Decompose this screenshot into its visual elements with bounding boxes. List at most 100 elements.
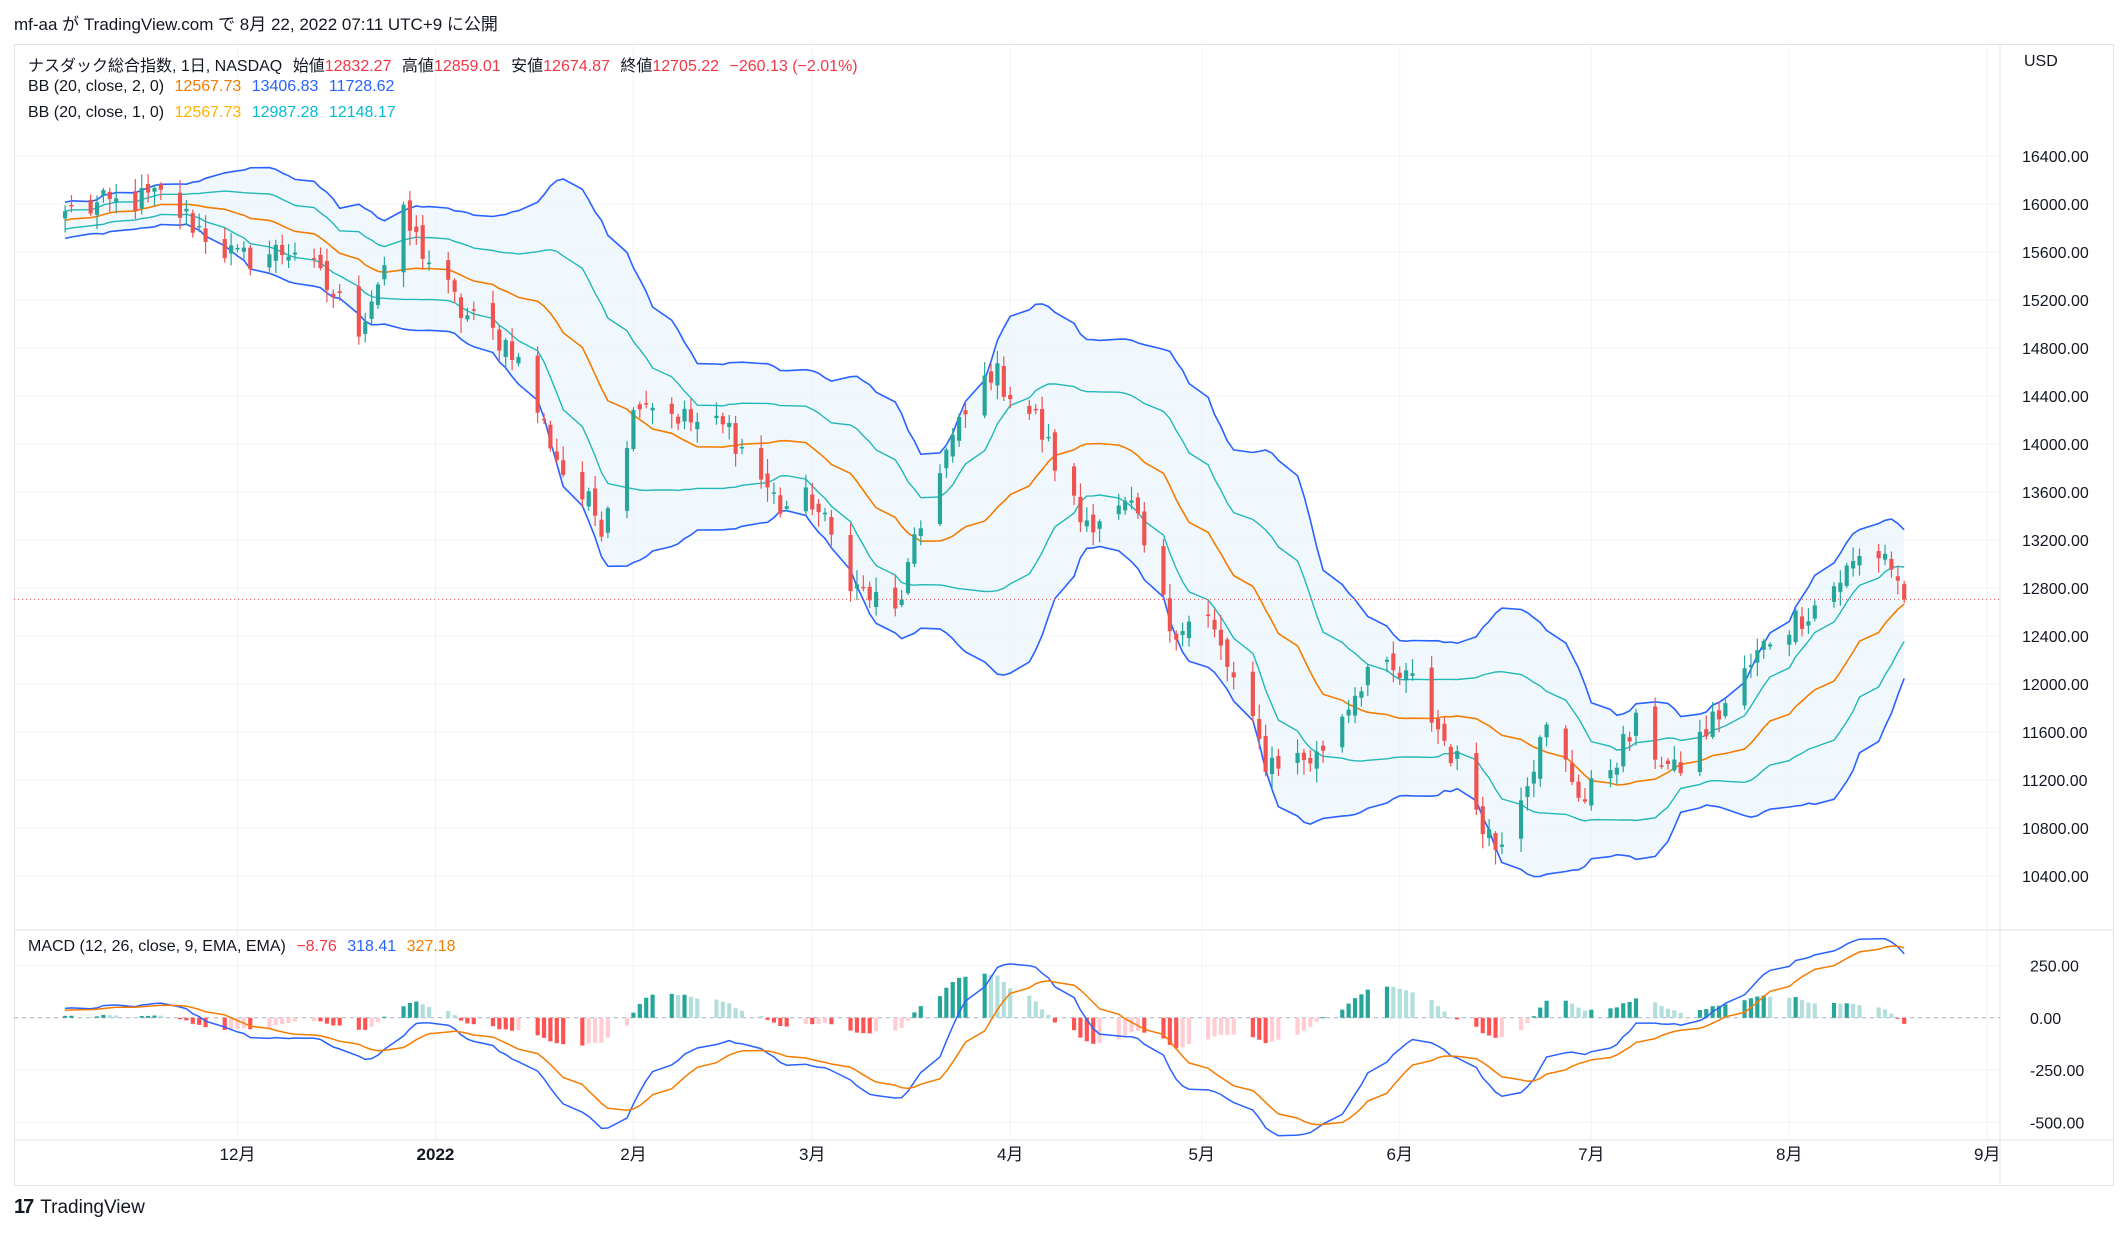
candle [190,209,195,238]
candle-body [765,473,770,488]
candle [1563,725,1568,772]
legend-high-label: 高値 [401,58,434,75]
macd-histogram-bar [1570,1003,1575,1018]
candle-body [152,187,157,192]
candle [605,506,610,539]
candle [784,500,789,512]
candle [1455,745,1460,771]
candle-body [1755,650,1760,663]
macd-histogram-bar [1263,1017,1268,1044]
candle [599,511,604,542]
candle-body [848,534,853,592]
candle [1167,584,1172,643]
macd-histogram-bar [312,1017,317,1022]
price-tick-label: 11600.00 [2022,725,2088,742]
macd-histogram-bar [1518,1017,1524,1031]
price-tick-label: 10800.00 [2022,821,2089,838]
macd-histogram-bar [631,1012,636,1018]
candle [197,213,202,233]
macd-histogram-bar [644,997,649,1018]
macd-histogram-bar [1678,1012,1683,1018]
price-tick-label: 12400.00 [2022,629,2089,646]
candle [1876,543,1881,573]
candle-body [1084,520,1089,527]
time-tick-label: 2月 [620,1145,646,1164]
macd-histogram-bar [497,1017,502,1030]
macd-histogram-bar [867,1017,872,1034]
macd-histogram-bar [535,1017,540,1036]
candle-body [420,225,425,259]
candle-body [1410,673,1415,676]
macd-histogram-bar [331,1017,336,1026]
macd-histogram-bar [1078,1017,1083,1038]
candle-body [1257,719,1262,740]
candle [1582,788,1587,804]
candle-body [1876,551,1881,559]
macd-histogram-bar [912,1012,917,1018]
macd-histogram-bar [1563,1000,1568,1018]
macd-histogram-bar [593,1017,598,1043]
legend-low: 12674.87 [543,58,610,75]
macd-histogram-bar [101,1014,106,1018]
candle-body [401,204,406,273]
macd-histogram-bar [1040,1009,1045,1018]
candle [503,337,508,370]
candle [1359,686,1364,707]
macd-histogram-bar [905,1017,911,1021]
time-tick-label: 5月 [1189,1145,1215,1164]
candle-body [1308,757,1313,764]
candle-body [1582,799,1587,802]
candle-body [427,262,432,265]
candle-body [510,341,515,361]
candle [1033,404,1038,415]
candle [375,281,381,309]
macd-histogram-bar [1487,1017,1492,1036]
bb-fill [65,167,1905,877]
macd-histogram-bar [1097,1017,1102,1044]
candle [1269,746,1275,789]
macd-histogram-bar [1321,1017,1326,1019]
macd-histogram-bar [1129,1017,1134,1033]
macd-histogram-bar [1435,1006,1441,1018]
macd-histogram-bar [1008,988,1013,1018]
candle-body [1621,733,1626,767]
candle-body [541,418,547,421]
macd-histogram-bar [937,996,943,1018]
time-tick-label: 3月 [799,1145,825,1164]
candle [1346,699,1351,723]
candle-body [1135,497,1140,514]
candle [771,482,776,504]
macd-histogram-bar [490,1017,496,1027]
candle-body [1391,653,1396,671]
candle [1659,756,1664,769]
macd-histogram-bar [1812,1003,1817,1018]
macd-histogram-bar [1857,1005,1862,1018]
candle-body [957,416,962,441]
candle-body [944,449,949,469]
candle-body [1761,641,1766,650]
candle [1435,709,1441,744]
macd-histogram-bar [235,1017,240,1030]
candle [982,362,987,419]
candle [1678,751,1683,776]
candle [739,438,745,455]
candle [688,398,693,432]
candle [1493,831,1498,865]
footer[interactable]: 17 TradingView [14,1196,145,1219]
macd-histogram-bar [273,1017,278,1026]
candle [803,474,808,516]
candle [1857,548,1862,576]
candle [861,575,866,592]
candle [1276,748,1281,777]
candle-body [369,301,374,319]
macd-histogram-bar [1525,1017,1530,1024]
macd-histogram-bar [63,1015,68,1018]
macd-histogram-bar [1123,1017,1128,1036]
legend-bb2-lower: 11728.62 [328,78,395,95]
candle [1895,565,1900,595]
macd-histogram-bar [848,1017,853,1031]
macd-histogram-bar [1831,1002,1837,1018]
macd-histogram-bar [771,1017,776,1023]
candle-body [1455,751,1460,759]
